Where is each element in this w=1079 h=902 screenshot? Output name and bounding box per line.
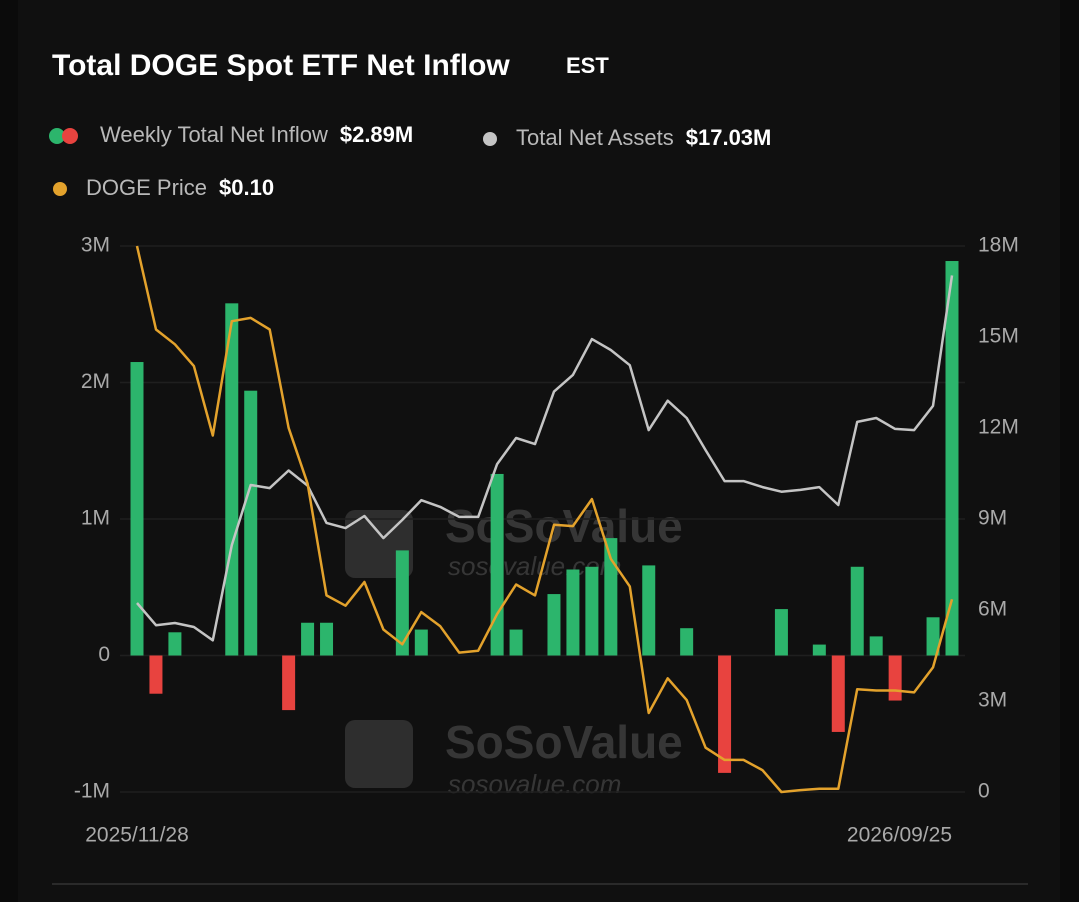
y2-tick-label: 12M	[978, 416, 1019, 439]
watermark-url: sosovalue.com	[448, 769, 621, 799]
bar	[490, 473, 504, 656]
x-tick-label: 2025/11/28	[85, 824, 189, 847]
card	[18, 0, 1060, 902]
y2-tick-label: 3M	[978, 689, 1007, 712]
bar	[812, 644, 826, 656]
bar	[680, 628, 694, 656]
legend-value: $17.03M	[686, 125, 772, 150]
bar	[301, 622, 315, 656]
bar	[869, 636, 883, 656]
y-tick-label: 3M	[81, 234, 110, 257]
bar	[926, 617, 940, 656]
legend-label: Weekly Total Net Inflow	[100, 122, 328, 147]
bar	[718, 655, 732, 773]
bar	[168, 632, 182, 656]
bar	[282, 655, 296, 711]
bar	[831, 655, 845, 732]
y-tick-label: 1M	[81, 507, 110, 530]
watermark-logo	[345, 720, 413, 788]
bar	[850, 566, 864, 656]
legend-value: $2.89M	[340, 122, 413, 147]
line	[135, 245, 954, 794]
bar	[888, 655, 902, 701]
bar	[566, 569, 580, 656]
bar	[149, 655, 163, 694]
y2-tick-label: 6M	[978, 598, 1007, 621]
bar	[414, 629, 428, 656]
y2-tick-label: 0	[978, 780, 990, 803]
y-tick-label: 0	[98, 643, 110, 666]
bar	[320, 622, 334, 656]
legend-label: Total Net Assets	[516, 125, 674, 150]
bar	[774, 609, 788, 656]
bar	[642, 565, 656, 656]
legend-label: DOGE Price	[86, 175, 207, 200]
chart-title: Total DOGE Spot ETF Net Inflow	[52, 49, 510, 82]
bar	[604, 538, 618, 656]
y-tick-label: -1M	[74, 780, 110, 803]
bar	[244, 390, 258, 656]
legend-value: $0.10	[219, 175, 274, 200]
bar	[130, 362, 144, 656]
y-tick-label: 2M	[81, 370, 110, 393]
bar	[509, 629, 523, 656]
timezone: EST	[566, 53, 609, 78]
legend-swatch	[53, 182, 67, 196]
y2-tick-label: 15M	[978, 325, 1019, 348]
watermark-text: SoSoValue	[445, 716, 683, 768]
y2-tick-label: 18M	[978, 234, 1019, 257]
legend-swatch	[483, 132, 497, 146]
bar	[945, 261, 959, 656]
x-tick-label: 2026/09/25	[847, 824, 952, 847]
line	[136, 275, 954, 642]
legend-swatch	[62, 128, 78, 144]
bar	[395, 550, 409, 656]
legend-swatch	[49, 128, 65, 144]
bar	[547, 594, 561, 656]
bar	[585, 566, 599, 656]
y2-tick-label: 9M	[978, 507, 1007, 530]
